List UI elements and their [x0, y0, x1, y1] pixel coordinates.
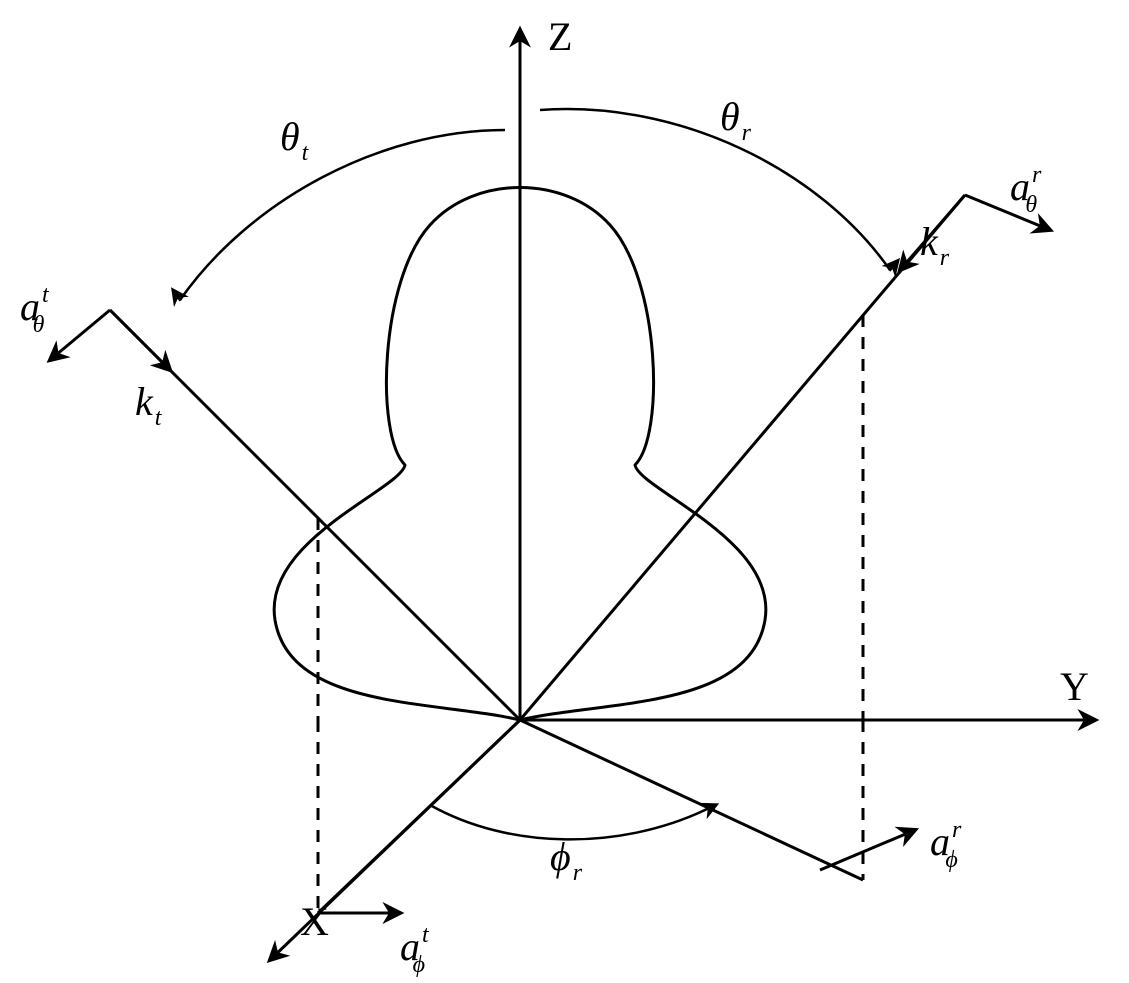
- label-a_theta_r: arθ: [1010, 162, 1042, 218]
- axis-z-label: Z: [548, 14, 572, 59]
- label-k_t: kt: [135, 379, 163, 431]
- label-a_theta_t: atθ: [20, 282, 50, 338]
- label-a_phi_t: atϕ: [400, 922, 430, 978]
- ray-kt: [110, 310, 520, 720]
- short-arrow-a_theta_t: [50, 310, 110, 360]
- ray-kr: [520, 195, 965, 720]
- label-k_r: kr: [920, 219, 950, 271]
- arc-theta_r: [540, 109, 890, 270]
- label-phi_r: ϕr: [550, 834, 583, 886]
- short-arrow-kt_tip: [110, 310, 170, 370]
- arc-theta_t-arrowhead: [173, 290, 180, 301]
- ground-ot: [318, 720, 520, 913]
- arc-theta_r-arrowhead: [889, 261, 897, 271]
- label-theta_r: θr: [720, 94, 752, 146]
- label-a_phi_r: arϕ: [930, 817, 962, 873]
- axis-y-label: Y: [1060, 664, 1089, 709]
- ground-phir-ext: [820, 860, 863, 880]
- label-theta_t: θt: [280, 114, 310, 166]
- short-arrow-a_phi_r: [820, 830, 915, 870]
- arc-theta_t: [180, 130, 505, 300]
- short-arrow-a_theta_r: [965, 195, 1050, 230]
